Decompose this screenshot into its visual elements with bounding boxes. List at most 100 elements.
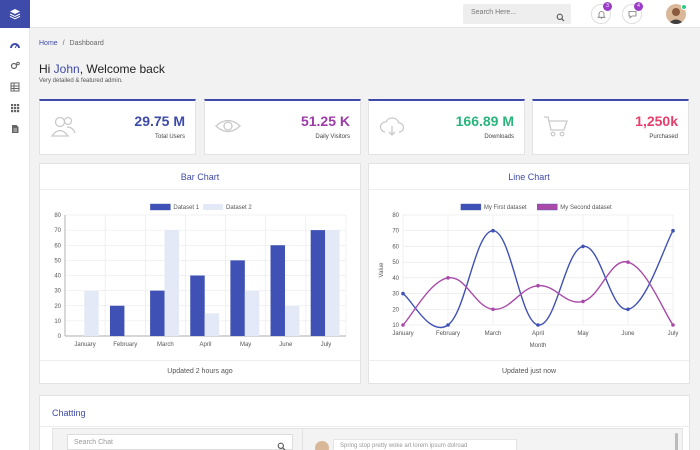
breadcrumb: Home / Dashboard — [39, 40, 104, 47]
stat-card-downloads: 166.89 M Downloads — [368, 99, 525, 155]
data-point — [671, 228, 675, 233]
bar — [325, 230, 340, 336]
stat-value: 29.75 M — [134, 113, 185, 129]
x-tick-label: March — [485, 331, 502, 337]
data-point — [536, 323, 540, 327]
x-tick-label: May — [577, 331, 588, 337]
x-tick-label: May — [240, 342, 251, 348]
stat-value: 166.89 M — [455, 113, 514, 129]
x-tick-label: June — [621, 331, 635, 337]
data-point — [536, 283, 540, 288]
bar-chart-card: Bar Chart Dataset 1 Dataset 2 0 10 20 30 40 50 6… — [39, 163, 361, 384]
bar — [204, 313, 220, 336]
notification-badge: 3 — [603, 2, 612, 11]
x-tick-label: January — [74, 342, 95, 348]
topbar: Search Here... 3 4 — [30, 0, 700, 28]
stat-value: 51.25 K — [300, 113, 350, 129]
chat-messages-panel: Spring stop pretty woke art lorem ipsum … — [302, 428, 683, 450]
layers-logo-icon[interactable] — [0, 0, 30, 28]
page-title: Hi John, Welcome back — [39, 62, 165, 76]
scrollbar[interactable] — [675, 433, 678, 450]
eye-icon — [215, 115, 241, 142]
line-chart: My First dataset My Second dataset 10 20 30 4… — [379, 203, 679, 349]
legend-label: Dataset 2 — [226, 205, 252, 211]
chat-message: Spring stop pretty woke art lorem ipsum … — [333, 439, 517, 450]
stat-card-visitors: 51.25 K Daily Visitors — [204, 99, 361, 155]
greeting-prefix: Hi — [39, 62, 54, 76]
stat-label: Daily Visitors — [315, 134, 350, 140]
y-tick-label: 60 — [392, 244, 399, 250]
breadcrumb-home[interactable]: Home — [39, 40, 58, 47]
bar — [244, 290, 260, 336]
dashboard-icon[interactable] — [0, 34, 30, 55]
line-chart-footer: Updated just now — [501, 368, 557, 375]
cloud-download-icon — [379, 115, 405, 142]
bar-chart-title: Bar Chart — [180, 172, 220, 182]
data-point — [491, 228, 495, 233]
data-point — [671, 323, 675, 327]
data-point — [401, 323, 405, 327]
cart-icon — [543, 115, 569, 142]
data-point — [581, 299, 585, 304]
bar — [284, 305, 300, 336]
data-point — [446, 323, 450, 327]
x-tick-label: February — [113, 342, 137, 348]
bar — [84, 290, 99, 336]
user-name: John — [53, 62, 80, 76]
x-tick-label: July — [668, 331, 679, 337]
bar-chart-footer: Updated 2 hours ago — [167, 368, 233, 375]
bar — [150, 290, 165, 336]
y-axis-label: Value — [379, 262, 385, 278]
search-icon[interactable] — [556, 9, 565, 27]
search-placeholder: Search Here... — [471, 9, 517, 16]
settings-icon[interactable] — [0, 55, 30, 76]
sidebar — [0, 0, 30, 450]
y-tick-label: 40 — [392, 276, 399, 282]
bar — [164, 230, 180, 336]
stat-card-users: 29.75 M Total Users — [39, 99, 196, 155]
data-point — [491, 307, 495, 312]
document-icon[interactable] — [0, 118, 30, 139]
chat-search-input[interactable]: Search Chat — [67, 434, 293, 450]
x-tick-label: June — [279, 342, 293, 348]
bell-icon — [596, 10, 606, 19]
breadcrumb-current: Dashboard — [69, 40, 104, 47]
data-point — [401, 291, 405, 296]
y-tick-label: 70 — [392, 229, 399, 235]
x-axis-label: Month — [530, 343, 547, 349]
grid-icon[interactable] — [0, 97, 30, 118]
bar — [190, 275, 205, 336]
messages-badge: 4 — [634, 2, 643, 11]
legend-swatch — [537, 203, 558, 211]
stat-label: Purchased — [649, 134, 678, 140]
messages-button[interactable]: 4 — [622, 2, 643, 24]
y-tick-label: 10 — [54, 319, 61, 325]
y-tick-label: 80 — [54, 213, 61, 219]
line-chart-card: Line Chart My First dataset My Second dat… — [368, 163, 690, 384]
notification-button[interactable]: 3 — [591, 2, 612, 24]
search-icon[interactable] — [277, 438, 286, 450]
stat-value: 1,250k — [635, 113, 678, 129]
data-point — [626, 260, 630, 264]
table-icon[interactable] — [0, 76, 30, 97]
line-chart-title: Line Chart — [508, 172, 550, 182]
y-tick-label: 0 — [58, 334, 62, 340]
avatar — [315, 441, 329, 450]
online-status-dot — [681, 4, 687, 10]
legend-label: Dataset 1 — [173, 205, 199, 211]
search-input[interactable]: Search Here... — [463, 4, 571, 24]
x-tick-label: April — [199, 342, 211, 348]
legend-label: My Second dataset — [560, 205, 612, 211]
bar — [310, 230, 326, 336]
legend-label: My First dataset — [484, 205, 527, 211]
chatting-card: Chatting Search Chat Spring stop pretty … — [39, 395, 690, 450]
x-tick-label: February — [436, 331, 460, 337]
y-tick-label: 80 — [392, 213, 399, 219]
y-tick-label: 40 — [54, 274, 61, 280]
y-tick-label: 50 — [54, 258, 61, 264]
data-point — [626, 307, 630, 312]
page-subtitle: Very detailed & featured admin. — [39, 78, 123, 84]
bar — [109, 305, 125, 336]
bar — [270, 245, 285, 336]
bar — [230, 260, 245, 336]
